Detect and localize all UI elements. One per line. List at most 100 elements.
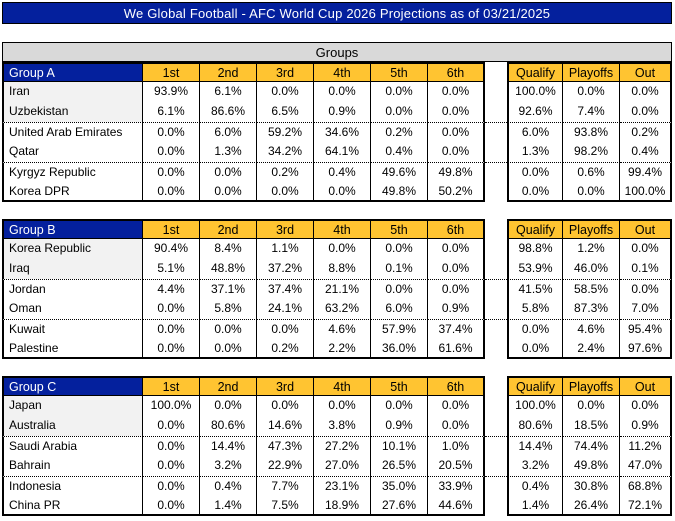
position-header-cell: 3rd [257,62,314,82]
outcome-cell: 58.5% [563,279,620,299]
outcome-cell: 100.0% [620,182,672,202]
group-a-header-row: Group A 1st 2nd 3rd 4th 5th 6th Qualify … [2,62,672,82]
position-cell: 0.1% [371,259,428,279]
position-header-cell: 5th [371,376,428,396]
position-cell: 7.5% [257,496,314,516]
position-cell: 33.9% [428,476,485,496]
position-cell: 0.0% [200,396,257,416]
title-bar: We Global Football - AFC World Cup 2026 … [2,2,672,24]
position-cell: 0.0% [257,319,314,339]
outcome-cell: 11.2% [620,436,672,456]
position-cell: 6.1% [200,82,257,102]
outcome-header-cell: Out [620,376,672,396]
team-name-cell: Indonesia [2,476,143,496]
table-row: Iraq 5.1% 48.8% 37.2% 8.8% 0.1% 0.0% 53.9% 46.0%… [2,259,672,279]
position-cell: 0.0% [371,396,428,416]
position-header-cell: 1st [143,219,200,239]
position-cell: 0.0% [143,162,200,182]
position-cell: 0.4% [371,142,428,162]
table-row: Oman 0.0% 5.8% 24.1% 63.2% 6.0% 0.9% 5.8% 87.3% 7… [2,299,672,319]
table-row: Kuwait 0.0% 0.0% 0.0% 4.6% 57.9% 37.4% 0.0% 4.6%… [2,319,672,339]
outcome-cell: 99.4% [620,162,672,182]
position-cell: 93.9% [143,82,200,102]
team-name-cell: Saudi Arabia [2,436,143,456]
outcome-cell: 53.9% [507,259,563,279]
position-header-cell: 2nd [200,62,257,82]
outcome-header-cell: Playoffs [563,62,620,82]
outcome-cell: 0.0% [620,279,672,299]
position-cell: 0.0% [428,259,485,279]
table-gap [485,219,507,239]
position-cell: 0.0% [200,319,257,339]
team-name-cell: Korea DPR [2,182,143,202]
table-row: Korea Republic 90.4% 8.4% 1.1% 0.0% 0.0% 0.0% 9… [2,239,672,259]
outcome-cell: 1.3% [507,142,563,162]
table-gap [485,299,507,319]
outcome-cell: 98.2% [563,142,620,162]
position-cell: 0.9% [314,102,371,122]
table-gap [485,259,507,279]
position-cell: 37.4% [428,319,485,339]
position-cell: 0.0% [371,82,428,102]
position-cell: 7.7% [257,476,314,496]
position-cell: 0.0% [143,456,200,476]
outcome-header-cell: Qualify [507,62,563,82]
outcome-cell: 0.6% [563,162,620,182]
position-cell: 20.5% [428,456,485,476]
outcome-cell: 4.6% [563,319,620,339]
position-header-cell: 4th [314,219,371,239]
position-cell: 0.0% [257,396,314,416]
position-header-cell: 1st [143,376,200,396]
position-cell: 0.0% [428,279,485,299]
position-cell: 27.2% [314,436,371,456]
group-b-section: Group B 1st 2nd 3rd 4th 5th 6th Qualify … [2,219,672,359]
table-gap [485,476,507,496]
position-cell: 0.9% [428,299,485,319]
projections-sheet: We Global Football - AFC World Cup 2026 … [2,2,672,516]
outcome-cell: 0.4% [620,142,672,162]
outcome-cell: 7.4% [563,102,620,122]
position-header-cell: 3rd [257,219,314,239]
position-cell: 0.0% [200,339,257,359]
position-cell: 35.0% [371,476,428,496]
outcome-cell: 0.0% [563,396,620,416]
position-header-cell: 6th [428,376,485,396]
position-cell: 5.8% [200,299,257,319]
table-row: United Arab Emirates 0.0% 6.0% 59.2% 34.6% 0.… [2,122,672,142]
group-c-header-row: Group C 1st 2nd 3rd 4th 5th 6th Qualify … [2,376,672,396]
team-name-cell: Kyrgyz Republic [2,162,143,182]
position-cell: 23.1% [314,476,371,496]
table-gap [485,396,507,416]
table-row: Iran 93.9% 6.1% 0.0% 0.0% 0.0% 0.0% 100.0% 0.0% 0… [2,82,672,102]
outcome-cell: 0.0% [620,102,672,122]
team-name-cell: Iraq [2,259,143,279]
position-cell: 0.0% [428,122,485,142]
table-row: China PR 0.0% 1.4% 7.5% 18.9% 27.6% 44.6% 1.4% 2… [2,496,672,516]
position-cell: 0.2% [371,122,428,142]
group-name-cell: Group B [2,219,143,239]
position-cell: 57.9% [371,319,428,339]
position-cell: 18.9% [314,496,371,516]
table-row: Saudi Arabia 0.0% 14.4% 47.3% 27.2% 10.1% 1.0%… [2,436,672,456]
table-row: Palestine 0.0% 0.0% 0.2% 2.2% 36.0% 61.6% 0.0% 2… [2,339,672,359]
position-cell: 14.6% [257,416,314,436]
position-cell: 49.6% [371,162,428,182]
position-cell: 6.0% [371,299,428,319]
position-cell: 6.5% [257,102,314,122]
outcome-cell: 46.0% [563,259,620,279]
outcome-cell: 74.4% [563,436,620,456]
position-cell: 44.6% [428,496,485,516]
position-cell: 50.2% [428,182,485,202]
outcome-header-cell: Qualify [507,219,563,239]
position-cell: 0.0% [143,436,200,456]
position-cell: 5.1% [143,259,200,279]
position-cell: 100.0% [143,396,200,416]
outcome-cell: 49.8% [563,456,620,476]
position-cell: 0.0% [143,319,200,339]
table-gap [485,319,507,339]
group-b-rows: Korea Republic 90.4% 8.4% 1.1% 0.0% 0.0% 0.0% 9… [2,239,672,359]
position-cell: 0.2% [257,339,314,359]
position-cell: 0.0% [428,142,485,162]
position-cell: 0.0% [428,102,485,122]
position-cell: 0.0% [428,239,485,259]
